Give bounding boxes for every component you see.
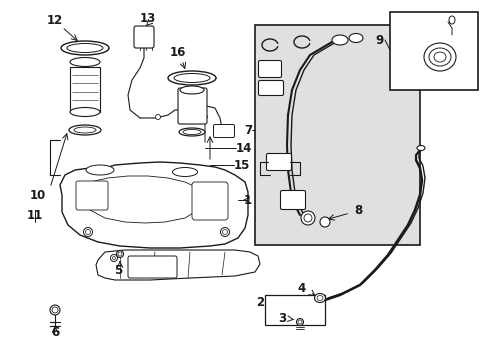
Ellipse shape <box>110 255 117 261</box>
Ellipse shape <box>348 33 362 42</box>
Ellipse shape <box>428 48 450 66</box>
Ellipse shape <box>180 86 203 94</box>
Ellipse shape <box>179 128 204 136</box>
Text: 15: 15 <box>233 158 250 171</box>
Text: 14: 14 <box>235 141 252 154</box>
Ellipse shape <box>67 44 103 53</box>
Ellipse shape <box>168 71 216 85</box>
Ellipse shape <box>304 214 311 222</box>
Ellipse shape <box>316 296 323 301</box>
Text: 1: 1 <box>244 194 251 207</box>
Text: 6: 6 <box>51 325 59 338</box>
FancyBboxPatch shape <box>192 182 227 220</box>
FancyBboxPatch shape <box>280 190 305 210</box>
FancyBboxPatch shape <box>134 26 154 48</box>
Ellipse shape <box>83 228 92 237</box>
FancyBboxPatch shape <box>128 256 177 278</box>
Ellipse shape <box>86 165 114 175</box>
Ellipse shape <box>331 35 347 45</box>
FancyBboxPatch shape <box>76 181 108 210</box>
Text: 13: 13 <box>140 12 156 24</box>
Ellipse shape <box>172 167 197 176</box>
Polygon shape <box>78 176 200 223</box>
Text: 5: 5 <box>114 264 122 276</box>
Ellipse shape <box>61 41 109 55</box>
Ellipse shape <box>85 230 90 234</box>
Bar <box>254 25 419 245</box>
Ellipse shape <box>222 230 227 234</box>
Text: 16: 16 <box>169 45 186 59</box>
Polygon shape <box>96 250 260 280</box>
Text: 4: 4 <box>297 283 305 296</box>
FancyBboxPatch shape <box>266 153 291 171</box>
Ellipse shape <box>50 305 60 315</box>
Ellipse shape <box>52 307 58 313</box>
Ellipse shape <box>118 252 122 256</box>
Bar <box>264 295 325 325</box>
Ellipse shape <box>112 256 115 260</box>
Text: 2: 2 <box>255 296 264 309</box>
Ellipse shape <box>423 43 455 71</box>
Text: 3: 3 <box>277 311 285 324</box>
Text: 9: 9 <box>375 33 384 46</box>
Text: 10: 10 <box>30 189 46 202</box>
Ellipse shape <box>296 319 303 325</box>
Ellipse shape <box>70 58 100 67</box>
Ellipse shape <box>220 228 229 237</box>
Ellipse shape <box>448 16 454 24</box>
FancyBboxPatch shape <box>258 81 283 95</box>
FancyBboxPatch shape <box>213 125 234 138</box>
Ellipse shape <box>183 130 201 135</box>
Ellipse shape <box>314 293 325 302</box>
Ellipse shape <box>433 52 445 62</box>
Text: 11: 11 <box>27 208 43 221</box>
Ellipse shape <box>70 108 100 117</box>
Bar <box>389 12 477 90</box>
Ellipse shape <box>74 127 96 133</box>
FancyBboxPatch shape <box>258 60 281 77</box>
Polygon shape <box>60 162 247 248</box>
Ellipse shape <box>174 73 209 82</box>
Text: 8: 8 <box>353 203 362 216</box>
Ellipse shape <box>319 217 329 227</box>
Ellipse shape <box>301 211 314 225</box>
Ellipse shape <box>155 114 160 120</box>
Ellipse shape <box>69 125 101 135</box>
Ellipse shape <box>116 251 123 257</box>
Ellipse shape <box>416 145 424 150</box>
Ellipse shape <box>297 320 302 324</box>
Text: 12: 12 <box>47 14 63 27</box>
Bar <box>70 67 100 112</box>
FancyBboxPatch shape <box>178 88 206 124</box>
Text: 7: 7 <box>244 123 251 136</box>
